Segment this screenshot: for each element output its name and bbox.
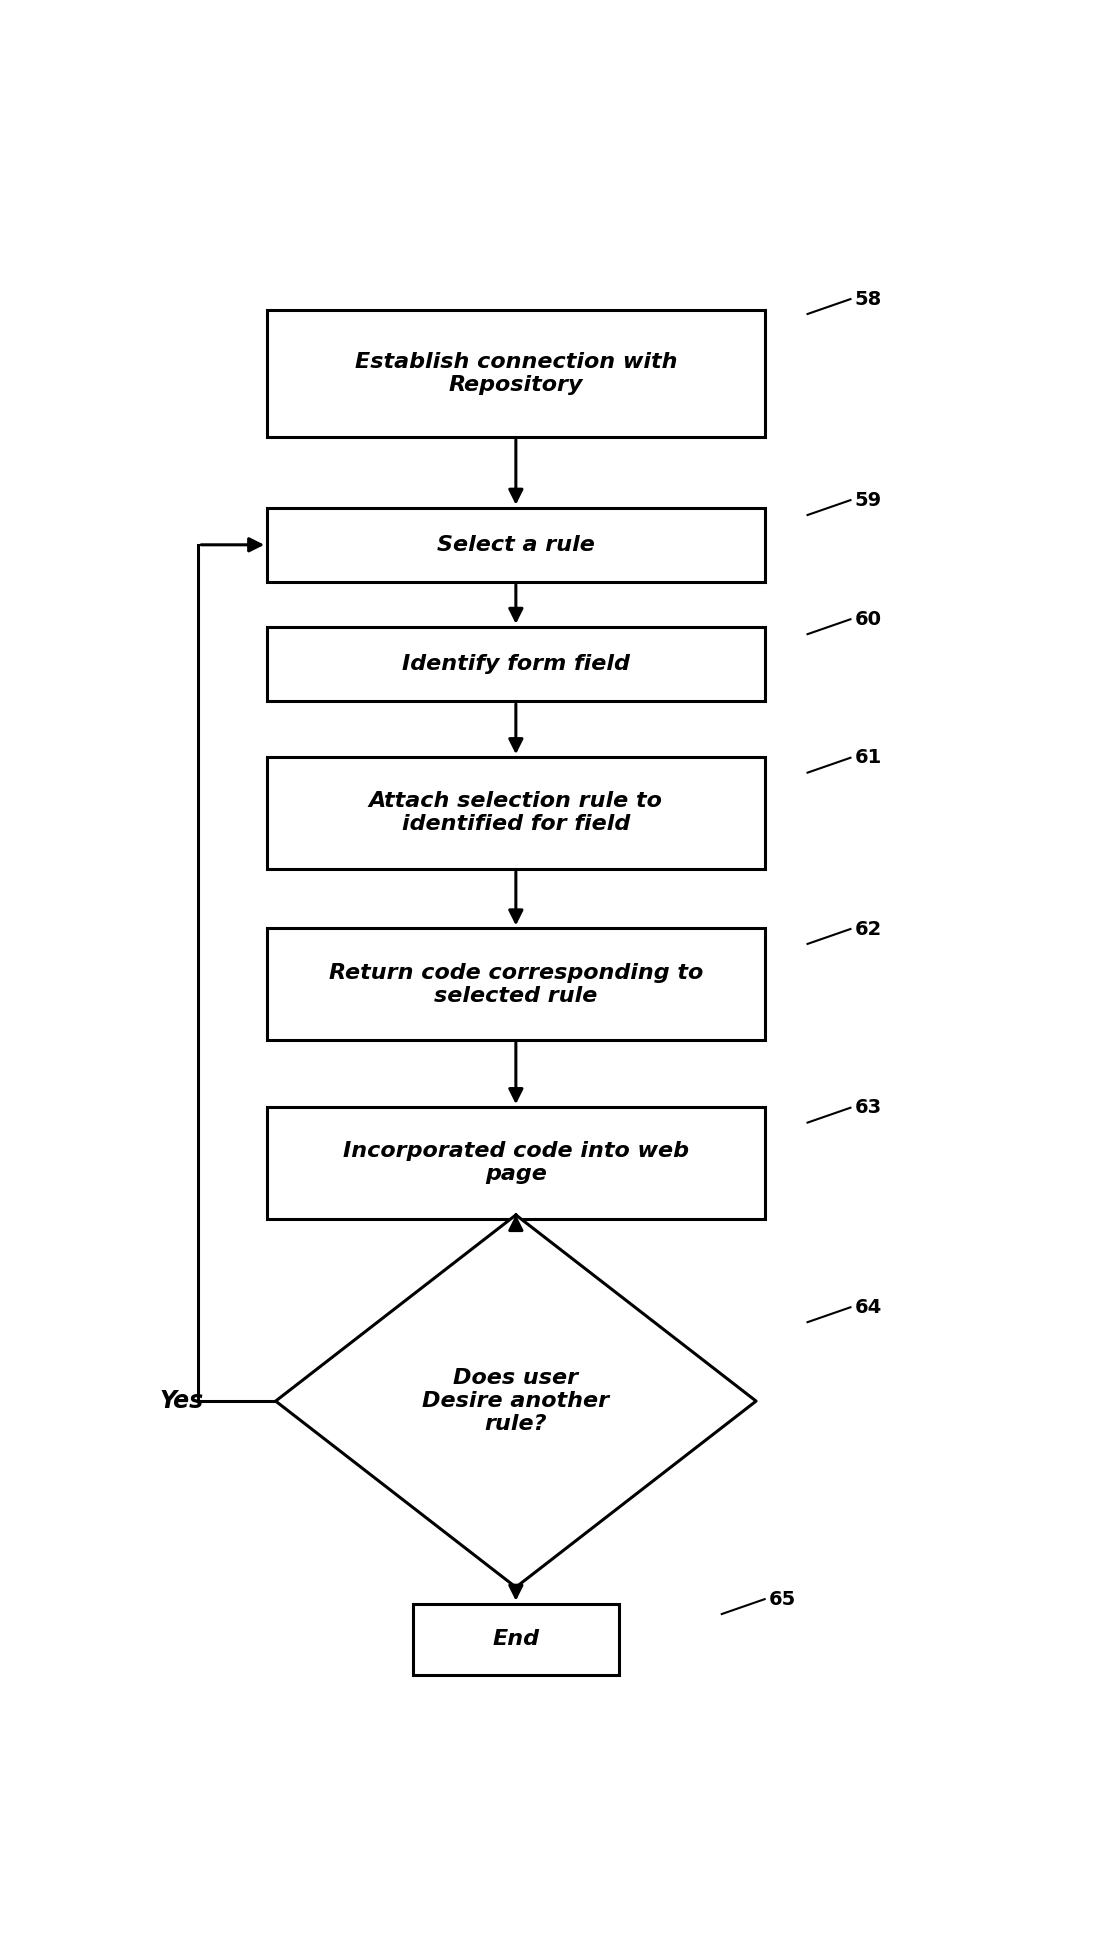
Bar [267, 1106, 765, 1218]
Text: 64: 64 [855, 1298, 882, 1317]
Text: 58: 58 [855, 290, 882, 309]
Text: Yes: Yes [159, 1389, 204, 1414]
Text: 61: 61 [855, 748, 882, 768]
Text: Does user
Desire another
rule?: Does user Desire another rule? [422, 1367, 610, 1435]
Text: 63: 63 [855, 1099, 882, 1118]
Bar [267, 627, 765, 702]
Bar [267, 507, 765, 582]
Polygon shape [276, 1215, 756, 1588]
Text: Establish connection with
Repository: Establish connection with Repository [354, 352, 677, 395]
Text: 59: 59 [855, 491, 882, 511]
Text: 60: 60 [855, 609, 882, 629]
Bar [267, 309, 765, 437]
Bar [413, 1603, 619, 1675]
Bar [267, 756, 765, 868]
Text: Identify form field: Identify form field [402, 654, 630, 673]
Text: End: End [493, 1628, 539, 1650]
Text: 65: 65 [769, 1590, 796, 1609]
Bar [267, 928, 765, 1040]
Text: Select a rule: Select a rule [437, 536, 594, 555]
Text: Incorporated code into web
page: Incorporated code into web page [343, 1141, 689, 1184]
Text: Return code corresponding to
selected rule: Return code corresponding to selected ru… [329, 963, 703, 1006]
Text: 62: 62 [855, 919, 882, 938]
Text: Attach selection rule to
identified for field: Attach selection rule to identified for … [369, 791, 663, 834]
